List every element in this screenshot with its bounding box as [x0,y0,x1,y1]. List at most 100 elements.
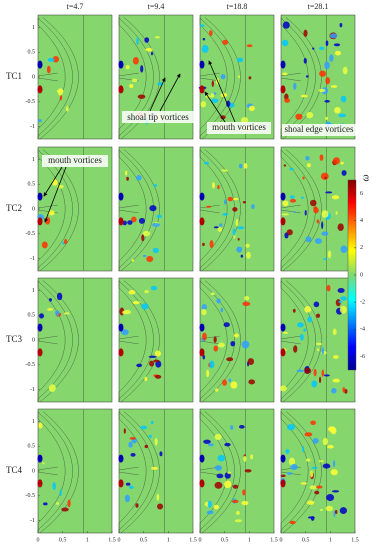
contour [37,280,73,402]
vortex [202,37,206,41]
vortex [289,195,295,199]
column-title: t=18.8 [227,2,248,11]
vortex [289,198,297,203]
vortex [280,85,286,94]
vortex [340,296,348,301]
vortex [246,251,251,259]
y-tick-label: 0 [32,206,35,212]
colorbar-label: ω [360,174,371,181]
vortex [295,113,303,120]
vortex [309,199,317,207]
vortex [59,94,63,101]
vortex [136,363,143,368]
vortex [300,196,304,199]
contour [282,280,322,403]
vortex [55,502,60,505]
vortex [199,323,205,332]
vortex [150,420,154,425]
vortex [150,285,158,291]
vortex [222,213,229,216]
vortex [215,388,219,392]
vortex [37,85,43,94]
vortex [57,88,64,96]
channel [37,72,58,82]
vortex [309,485,317,490]
vortex [61,507,69,512]
vortex [206,369,210,378]
vortex [285,449,290,454]
vortex [289,520,296,525]
vortex [141,234,145,242]
vortex [327,250,332,259]
vortex [251,204,255,210]
vortex [127,220,133,225]
vortex [316,219,320,224]
vortex [325,77,331,85]
colorbar-tick-label: -2 [360,300,365,306]
vortex [242,301,251,307]
vortex [199,85,205,94]
vortex [280,217,286,226]
column-title: t=9.4 [148,2,165,11]
contour [280,280,316,402]
vortex [38,119,42,123]
vortex [247,358,255,365]
row-label: TC4 [6,465,23,475]
contour [118,280,147,402]
vortex [153,359,160,363]
vortex [302,176,305,180]
vortex [216,298,221,304]
colorbar-tick-label: 6 [360,191,363,197]
vortex [48,210,55,216]
vortex [37,217,43,226]
vortex [306,111,314,119]
vortex [55,310,60,316]
vortex [220,73,226,80]
vortex [248,105,255,112]
vortex [236,246,243,253]
vortex [243,455,247,462]
vortex [313,301,320,308]
vortex [124,170,128,176]
x-tick-label: 0 [118,537,121,543]
vortex [224,442,231,447]
row-label: TC3 [6,334,23,344]
x-tick-label: 1 [167,537,170,543]
vortex [325,40,329,47]
vortex [324,99,330,103]
vortex [152,222,161,227]
vortex [293,82,297,90]
panel [118,408,194,534]
vortex [233,333,239,338]
contour [282,149,322,272]
vortex [199,217,205,226]
vortex [42,502,48,506]
vortex [293,345,298,353]
vortex [318,88,326,93]
annotation: shoal edge vortices [285,124,354,134]
vortex [217,227,223,232]
vortex [206,510,214,515]
x-tick-label: 0.5 [221,537,229,543]
vortex [202,242,205,247]
vortex [209,240,214,249]
vortex [140,425,148,430]
vortex [293,211,296,214]
vortex [326,493,335,502]
vortex [52,55,60,63]
vortex [37,454,43,463]
vortex [237,75,241,79]
channel [37,466,58,476]
vortex [322,437,329,446]
row-label: TC2 [6,203,22,213]
vortex [323,374,330,377]
vortex [118,323,124,332]
x-tick-label: 1.5 [351,537,359,543]
vortex [231,499,239,504]
vortex [210,92,215,98]
contour [39,411,79,534]
vortex [321,231,329,236]
vortex [280,479,286,488]
annotations: shoal tip vortices mouth vortices shoal … [42,60,356,223]
vortex [199,479,205,488]
